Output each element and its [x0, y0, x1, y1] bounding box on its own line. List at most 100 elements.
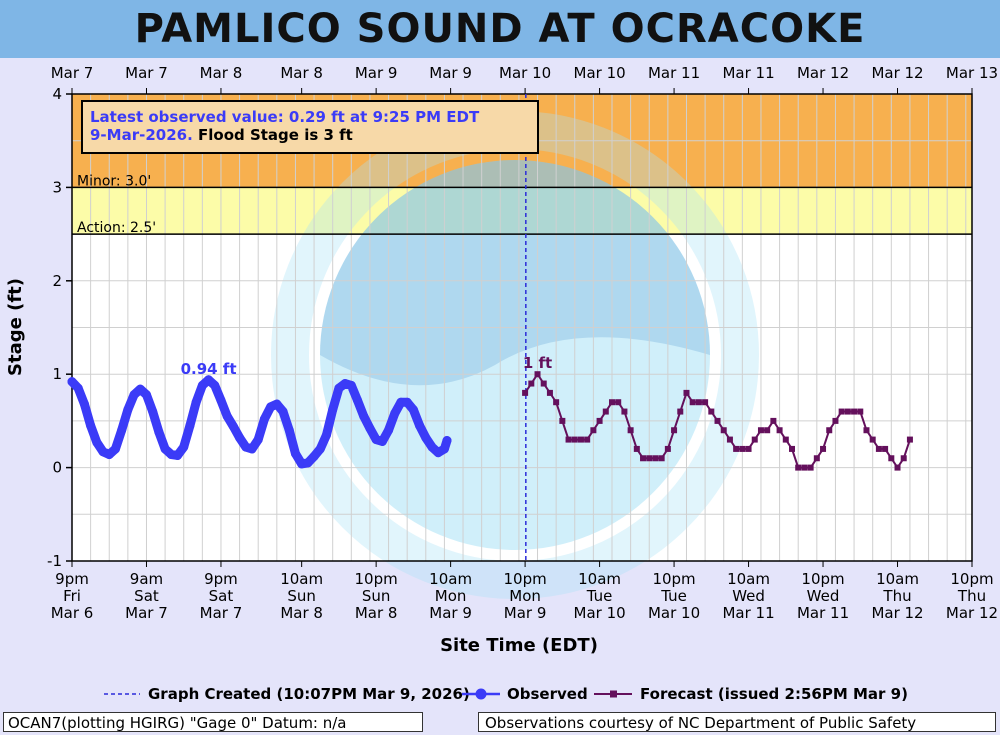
forecast-point — [751, 436, 758, 443]
observed-point — [272, 399, 282, 409]
x-tick-label-bottom: 10pm — [503, 570, 546, 588]
x-tick-label-bottom: 10pm — [355, 570, 398, 588]
x-tick-label-bottom: Mar 10 — [648, 604, 700, 622]
x-tick-label-bottom: Mar 8 — [280, 604, 323, 622]
x-tick-label-bottom: Tue — [660, 587, 687, 605]
x-tick-label-top: Mar 12 — [871, 64, 923, 82]
x-tick-label-bottom: Wed — [807, 587, 840, 605]
footer-attribution: Observations courtesy of NC Department o… — [478, 712, 996, 732]
forecast-point — [726, 436, 733, 443]
forecast-point — [664, 445, 671, 452]
forecast-point — [882, 445, 889, 452]
observed-point — [235, 433, 245, 443]
x-tick-label-top: Mar 13 — [946, 64, 998, 82]
x-tick-label-bottom: Mar 9 — [504, 604, 547, 622]
forecast-point — [851, 408, 858, 415]
observed-point — [92, 437, 102, 447]
observed-point — [123, 405, 133, 415]
forecast-point — [770, 417, 777, 424]
page-title: PAMLICO SOUND AT OCRACOKE — [134, 6, 866, 52]
forecast-point — [677, 408, 684, 415]
x-tick-label-bottom: Sat — [134, 587, 159, 605]
forecast-point — [844, 408, 851, 415]
forecast-point — [720, 427, 727, 434]
forecast-point — [714, 417, 721, 424]
forecast-point — [702, 399, 709, 406]
observed-point — [117, 425, 127, 435]
observed-point — [427, 442, 437, 452]
forecast-point — [863, 427, 870, 434]
x-tick-label-top: Mar 11 — [648, 64, 700, 82]
x-tick-label-bottom: Mar 7 — [125, 604, 168, 622]
observed-point — [290, 449, 300, 459]
y-tick-label: -1 — [47, 552, 62, 570]
forecast-point — [807, 464, 814, 471]
forecast-point — [627, 427, 634, 434]
x-tick-label-bottom: Fri — [63, 587, 81, 605]
observed-point — [191, 397, 201, 407]
forecast-point — [745, 445, 752, 452]
info-box — [81, 100, 539, 154]
observed-point — [402, 397, 412, 407]
forecast-point — [764, 427, 771, 434]
legend-forecast-marker — [610, 690, 617, 698]
x-tick-label-bottom: 10pm — [950, 570, 993, 588]
observed-point — [129, 390, 139, 400]
forecast-point — [640, 455, 647, 462]
observed-point — [346, 380, 356, 390]
x-tick-label-bottom: 10am — [876, 570, 919, 588]
plot-border — [71, 93, 973, 562]
forecast-point — [826, 427, 833, 434]
observed-point — [104, 450, 114, 460]
observed-point — [303, 458, 313, 468]
x-tick-label-bottom: Mon — [435, 587, 467, 605]
forecast-point — [652, 455, 659, 462]
peak-annotation-1: 1 ft — [523, 354, 552, 372]
threshold-label-1: Action: 2.5' — [77, 220, 156, 236]
x-tick-label-bottom: Thu — [882, 587, 911, 605]
observed-point — [278, 407, 288, 417]
observed-point — [353, 395, 363, 405]
x-tick-label-top: Mar 9 — [429, 64, 472, 82]
legend-observed-marker — [475, 688, 487, 700]
observed-point — [442, 436, 452, 446]
forecast-point — [522, 389, 529, 396]
threshold-label-0: Minor: 3.0' — [77, 173, 151, 189]
title-bar: PAMLICO SOUND AT OCRACOKE — [0, 0, 1000, 58]
forecast-point — [813, 455, 820, 462]
forecast-point — [534, 371, 541, 378]
x-tick-label-bottom: Sat — [209, 587, 234, 605]
observed-point — [86, 421, 96, 431]
observed-point — [253, 435, 263, 445]
observed-point — [384, 425, 394, 435]
legend-observed-label: Observed — [507, 685, 588, 703]
forecast-point — [571, 436, 578, 443]
x-tick-label-bottom: 9pm — [204, 570, 238, 588]
x-tick-label-bottom: Mar 6 — [51, 604, 94, 622]
x-tick-label-bottom: Mar 11 — [722, 604, 774, 622]
observed-point — [141, 390, 151, 400]
observed-point — [73, 383, 83, 393]
observed-point — [228, 422, 238, 432]
observed-point — [284, 425, 294, 435]
observed-point — [415, 421, 425, 431]
observed-point — [210, 380, 220, 390]
x-tick-label-bottom: Tue — [586, 587, 613, 605]
x-tick-label-bottom: 10am — [429, 570, 472, 588]
observed-point — [328, 405, 338, 415]
observed-point — [179, 442, 189, 452]
x-tick-label-bottom: 10am — [280, 570, 323, 588]
observed-point — [216, 395, 226, 405]
observed-point — [390, 408, 400, 418]
observed-point — [408, 405, 418, 415]
observed-point — [377, 436, 387, 446]
legend-forecast-label: Forecast (issued 2:56PM Mar 9) — [640, 685, 908, 703]
forecast-point — [782, 436, 789, 443]
x-tick-label-bottom: Thu — [957, 587, 986, 605]
observed-point — [309, 451, 319, 461]
x-tick-label-top: Mar 11 — [722, 64, 774, 82]
forecast-point — [633, 445, 640, 452]
x-tick-label-bottom: 10am — [578, 570, 621, 588]
x-tick-label-bottom: Mar 8 — [355, 604, 398, 622]
